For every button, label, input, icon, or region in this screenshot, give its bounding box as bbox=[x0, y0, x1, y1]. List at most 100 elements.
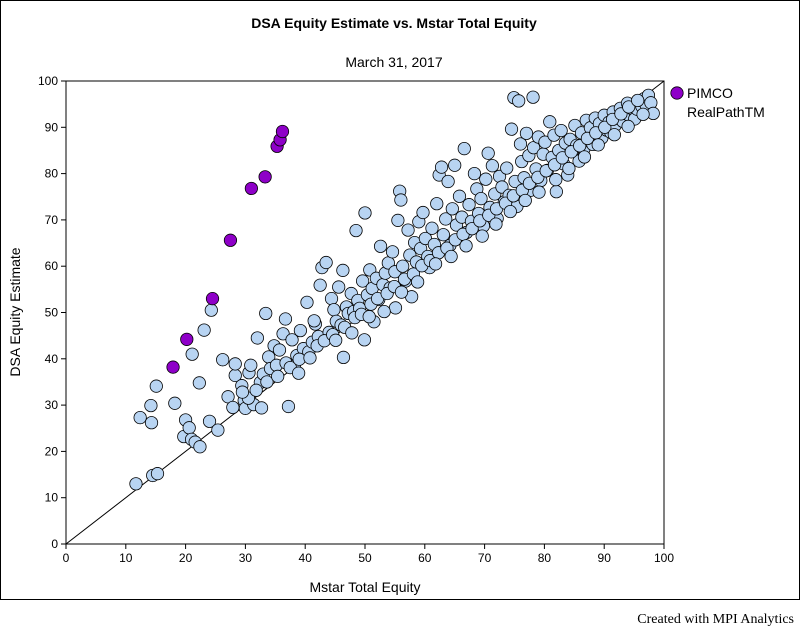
credit-text: Created with MPI Analytics bbox=[637, 612, 794, 627]
x-tick-label: 30 bbox=[239, 551, 253, 565]
data-point-fund bbox=[278, 312, 293, 326]
data-point-fund bbox=[481, 146, 495, 160]
data-point-fund bbox=[500, 161, 514, 175]
data-point-fund bbox=[144, 398, 158, 413]
data-point-fund bbox=[532, 185, 546, 199]
data-point-fund bbox=[260, 375, 274, 389]
data-point-fund bbox=[271, 369, 285, 383]
data-point-fund bbox=[254, 401, 269, 415]
data-point-fund bbox=[192, 376, 206, 390]
y-tick-label: 60 bbox=[45, 259, 59, 273]
data-point-fund bbox=[549, 185, 563, 199]
x-tick-label: 90 bbox=[598, 551, 612, 565]
data-point-fund bbox=[396, 259, 410, 273]
data-point-fund bbox=[377, 304, 391, 319]
y-tick-label: 20 bbox=[45, 444, 59, 458]
x-axis-label: Mstar Total Equity bbox=[309, 579, 420, 595]
data-point-fund bbox=[129, 477, 143, 491]
data-point-fund bbox=[303, 351, 317, 365]
data-point-fund bbox=[182, 421, 196, 435]
data-point-fund bbox=[388, 301, 403, 315]
x-tick-label: 100 bbox=[654, 551, 674, 565]
data-point-fund bbox=[474, 192, 488, 206]
axis-ticks: 0 10 20 30 40 50 60 70 80 90 100 0 10 20 30 40 50 60 70 80 9… bbox=[38, 74, 674, 565]
data-point-fund bbox=[358, 206, 372, 220]
data-point-fund bbox=[168, 396, 182, 410]
data-point-fund bbox=[439, 212, 453, 226]
data-point-fund bbox=[465, 222, 479, 236]
data-point-fund bbox=[313, 278, 327, 292]
data-point-fund bbox=[526, 90, 540, 104]
x-tick-label: 80 bbox=[538, 551, 552, 565]
data-point-fund bbox=[345, 326, 359, 340]
data-point-fund bbox=[543, 115, 557, 129]
data-point-fund bbox=[336, 263, 350, 277]
data-point-fund bbox=[513, 137, 528, 151]
y-tick-label: 90 bbox=[45, 120, 59, 134]
data-point-fund bbox=[385, 245, 400, 259]
data-point-fund bbox=[504, 122, 519, 136]
data-point-fund bbox=[644, 96, 658, 110]
data-point-fund bbox=[436, 228, 450, 242]
data-point-fund bbox=[150, 467, 165, 481]
data-point-fund bbox=[538, 135, 552, 149]
data-point-pimco bbox=[205, 292, 220, 306]
data-point-fund bbox=[324, 292, 339, 306]
data-point-fund bbox=[434, 160, 449, 174]
data-point-fund bbox=[452, 189, 467, 203]
y-tick-label: 10 bbox=[45, 491, 59, 505]
scatter-chart: DSA Equity Estimate vs. Mstar Total Equi… bbox=[7, 15, 765, 595]
x-tick-label: 20 bbox=[179, 551, 193, 565]
data-point-fund bbox=[391, 213, 405, 227]
data-point-fund bbox=[512, 94, 526, 108]
y-tick-label: 100 bbox=[38, 74, 58, 88]
data-point-fund bbox=[475, 229, 489, 243]
x-tick-label: 50 bbox=[358, 551, 372, 565]
data-point-fund bbox=[598, 120, 612, 134]
x-tick-label: 40 bbox=[299, 551, 313, 565]
data-point-fund bbox=[216, 353, 230, 367]
data-point-pimco bbox=[275, 124, 290, 139]
data-point-fund bbox=[356, 274, 370, 288]
data-point-fund bbox=[631, 93, 645, 108]
x-tick-label: 70 bbox=[478, 551, 492, 565]
data-point-fund bbox=[457, 141, 471, 156]
data-point-fund bbox=[185, 347, 199, 361]
data-point-fund bbox=[204, 303, 218, 317]
data-point-fund bbox=[519, 126, 534, 140]
data-point-fund bbox=[211, 423, 225, 437]
legend: PIMCO RealPathTM bbox=[670, 85, 765, 120]
y-tick-label: 80 bbox=[45, 167, 59, 181]
data-point-fund bbox=[144, 416, 159, 430]
data-point-fund bbox=[485, 159, 499, 173]
data-point-fund bbox=[332, 280, 346, 294]
data-point-fund bbox=[250, 331, 264, 345]
data-point-fund bbox=[444, 249, 458, 264]
chart-frame: DSA Equity Estimate vs. Mstar Total Equi… bbox=[0, 0, 800, 600]
data-point-fund bbox=[202, 414, 217, 428]
data-point-fund bbox=[430, 197, 444, 211]
x-tick-label: 10 bbox=[119, 551, 133, 565]
data-point-fund bbox=[459, 239, 473, 253]
data-point-fund bbox=[636, 107, 650, 121]
data-point-fund bbox=[285, 333, 299, 347]
data-point-fund bbox=[307, 314, 321, 328]
data-point-fund bbox=[622, 100, 636, 114]
data-point-fund bbox=[193, 440, 207, 454]
data-point-fund bbox=[428, 257, 443, 271]
data-point-fund bbox=[621, 119, 635, 133]
data-point-fund bbox=[607, 128, 621, 142]
data-point-fund bbox=[373, 239, 388, 253]
data-point-fund bbox=[281, 399, 296, 414]
data-point-fund bbox=[401, 223, 415, 237]
data-point-pimco bbox=[244, 181, 258, 196]
y-tick-label: 30 bbox=[45, 398, 59, 412]
data-point-fund bbox=[149, 379, 163, 393]
legend-marker bbox=[670, 86, 684, 100]
data-point-fund bbox=[577, 150, 592, 164]
data-point-fund bbox=[479, 172, 493, 186]
data-point-fund bbox=[133, 411, 147, 425]
legend-label-line1: PIMCO bbox=[687, 85, 733, 101]
data-point-fund bbox=[448, 158, 462, 172]
data-point-fund bbox=[489, 217, 503, 231]
